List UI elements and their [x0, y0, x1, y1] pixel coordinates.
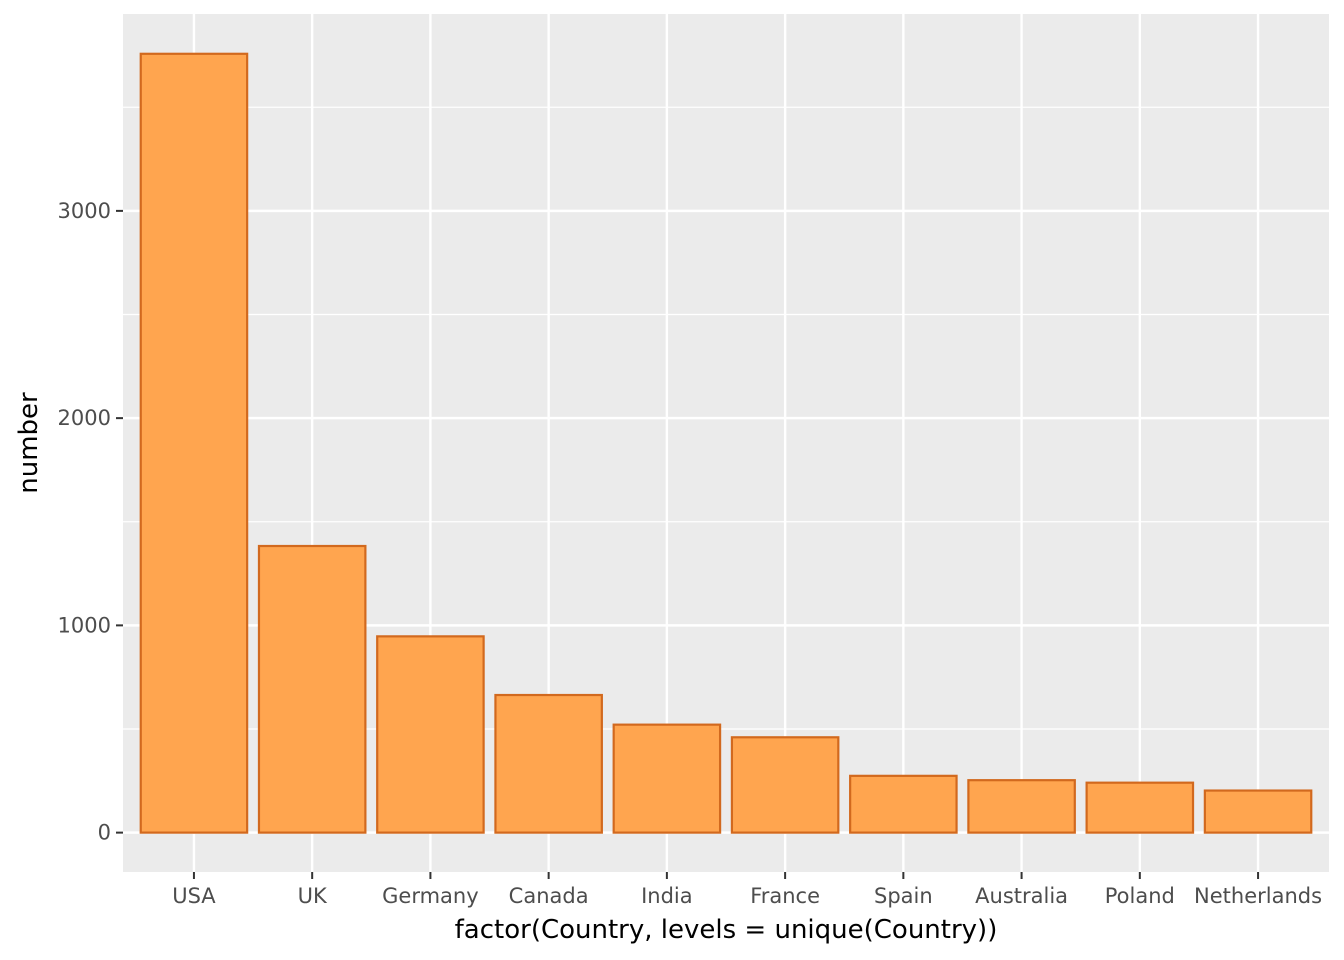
bar-france: [730, 736, 840, 834]
x-tick-label: Germany: [382, 884, 479, 908]
x-axis-title: factor(Country, levels = unique(Country)…: [455, 915, 998, 945]
x-tick-label: Netherlands: [1194, 884, 1322, 908]
x-axis: USA UK Germany Canada India France Spain Austra…: [172, 872, 1322, 908]
bar-germany: [376, 635, 485, 834]
y-tick-label: 0: [98, 821, 111, 845]
y-tick-label: 1000: [58, 613, 111, 637]
bar-australia: [967, 779, 1076, 834]
bar-poland: [1085, 781, 1195, 834]
x-tick-label: India: [641, 884, 693, 908]
x-tick-label: Poland: [1105, 884, 1175, 908]
x-tick-label: UK: [298, 884, 328, 908]
bar-usa: [139, 52, 249, 834]
y-tick-label: 2000: [58, 406, 111, 430]
x-tick-label: Spain: [874, 884, 933, 908]
x-tick-label: France: [750, 884, 820, 908]
bar-india: [612, 723, 722, 834]
bars: [139, 52, 1313, 834]
bar-spain: [849, 774, 958, 834]
x-tick-label: Canada: [509, 884, 589, 908]
bar-canada: [494, 693, 603, 834]
y-tick-label: 3000: [58, 199, 111, 223]
x-tick-label: USA: [172, 884, 216, 908]
x-tick-label: Australia: [975, 884, 1068, 908]
y-axis: 0 1000 2000 3000: [58, 199, 123, 845]
y-axis-title: number: [14, 392, 44, 494]
bar-uk: [257, 544, 367, 834]
bar-netherlands: [1203, 789, 1313, 834]
